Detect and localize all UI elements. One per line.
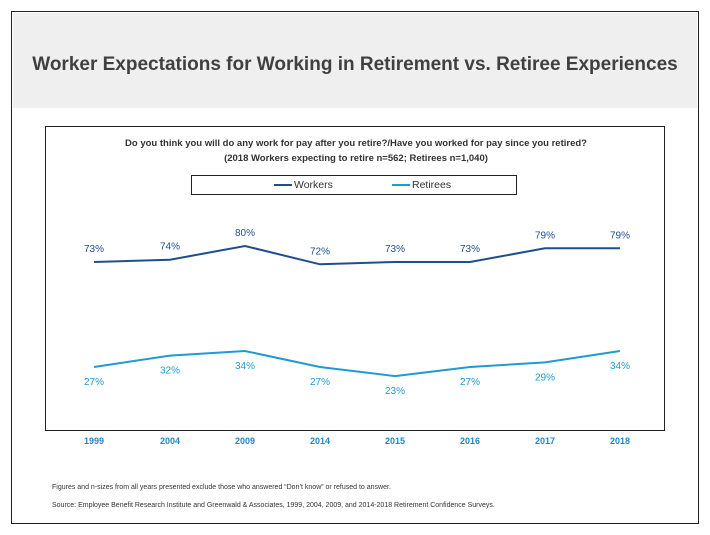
question-line-2: (2018 Workers expecting to retire n=562;…: [224, 153, 488, 164]
legend-swatch-retirees: [392, 184, 410, 187]
data-label-retirees-2015: 23%: [385, 386, 405, 397]
chart-title: Worker Expectations for Working in Retir…: [32, 54, 678, 75]
footnote-source: Source: Employee Benefit Research Instit…: [52, 502, 495, 509]
data-label-workers-2009: 80%: [235, 228, 255, 239]
series-line-retirees: [93, 349, 621, 378]
question-line-1: Do you think you will do any work for pa…: [125, 138, 587, 149]
data-label-retirees-2009: 34%: [235, 361, 255, 372]
chart-frame: [45, 126, 665, 431]
x-tick-1999: 1999: [84, 436, 104, 446]
data-label-workers-2017: 79%: [535, 230, 555, 241]
data-label-retirees-2014: 27%: [310, 377, 330, 388]
title-band: Worker Expectations for Working in Retir…: [13, 13, 697, 108]
data-label-workers-2018: 79%: [610, 230, 630, 241]
x-tick-2015: 2015: [385, 436, 405, 446]
legend-label-retirees: Retirees: [412, 179, 452, 191]
data-label-workers-2015: 73%: [385, 244, 405, 255]
data-label-workers-1999: 73%: [84, 244, 104, 255]
data-label-retirees-2018: 34%: [610, 361, 630, 372]
x-tick-2009: 2009: [235, 436, 255, 446]
data-label-retirees-2016: 27%: [460, 377, 480, 388]
legend-label-workers: Workers: [294, 179, 333, 191]
chart-subtitle: Do you think you will do any work for pa…: [12, 136, 700, 166]
footnote-exclusions: Figures and n-sizes from all years prese…: [52, 484, 391, 491]
data-label-workers-2016: 73%: [460, 244, 480, 255]
data-label-retirees-2004: 32%: [160, 366, 180, 377]
data-label-retirees-1999: 27%: [84, 377, 104, 388]
legend-item-retirees: Retirees: [392, 179, 451, 191]
x-tick-2017: 2017: [535, 436, 555, 446]
slide-frame: Worker Expectations for Working in Retir…: [11, 11, 699, 524]
data-label-workers-2004: 74%: [160, 242, 180, 253]
data-label-retirees-2017: 29%: [535, 372, 555, 383]
x-tick-2014: 2014: [310, 436, 330, 446]
x-tick-2016: 2016: [460, 436, 480, 446]
series-line-workers: [93, 244, 620, 266]
legend: Workers Retirees: [191, 175, 517, 195]
x-tick-2004: 2004: [160, 436, 180, 446]
data-label-workers-2014: 72%: [310, 246, 330, 257]
legend-swatch-workers: [274, 184, 292, 187]
x-tick-2018: 2018: [610, 436, 630, 446]
legend-item-workers: Workers: [274, 179, 333, 191]
